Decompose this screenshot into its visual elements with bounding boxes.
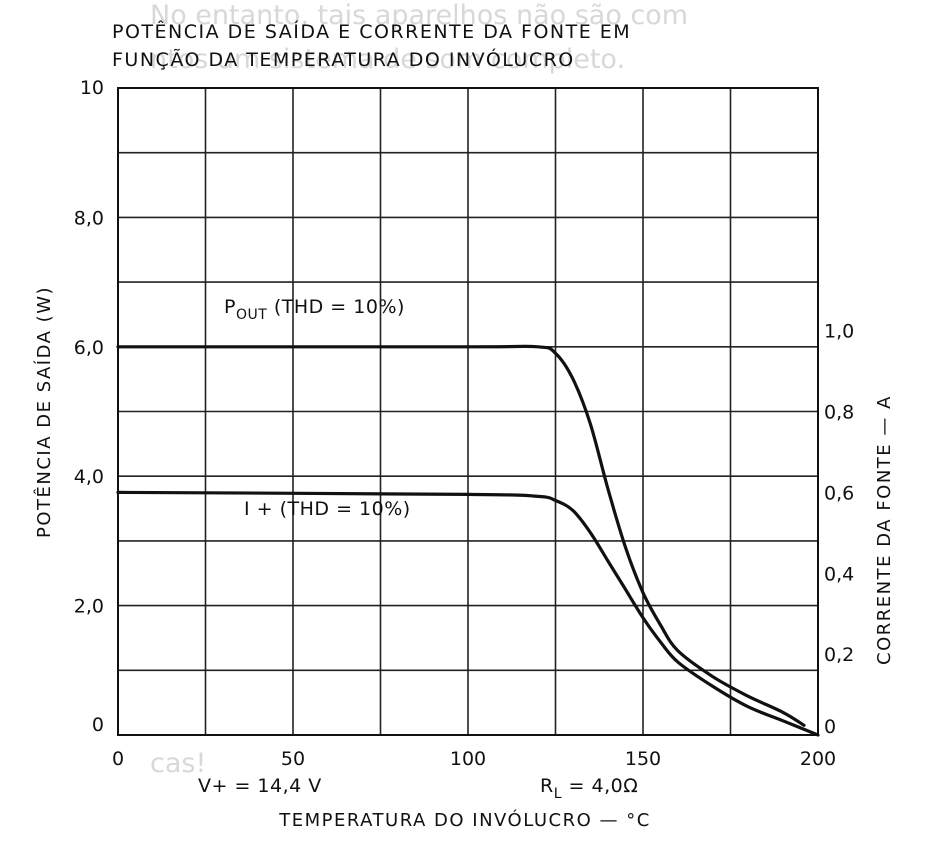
series	[116, 344, 820, 737]
load-label-r: R	[540, 775, 554, 797]
y-axis-left-label: POTÊNCIA DE SAÍDA (W)	[33, 286, 55, 538]
y-axis-right-label: CORRENTE DA FONTE — A	[874, 395, 895, 665]
y-left-tick-label: 6,0	[74, 337, 104, 359]
x-tick-label: 150	[625, 748, 661, 770]
y-left-tick-label: 2,0	[74, 596, 104, 618]
y-right-tick-label: 0	[824, 716, 836, 738]
tick-labels: 0 50 100 150 20002,04,06,08,01000,20,40,60,8…	[74, 77, 854, 770]
series-label-pout: POUT (THD = 10%)	[224, 296, 405, 323]
plot-frame	[117, 87, 819, 736]
background-text-line: cas!	[150, 748, 206, 779]
y-left-tick-label: 0	[92, 714, 104, 736]
annotation-load: RL = 4,0Ω	[540, 775, 638, 802]
chart-title-line-1: POTÊNCIA DE SAÍDA E CORRENTE DA FONTE EM	[112, 20, 631, 43]
series-line-i-plus	[116, 490, 820, 737]
pout-label-sub: OUT	[236, 307, 267, 323]
x-tick-label: 200	[800, 748, 836, 770]
x-tick-label: 50	[281, 748, 305, 770]
x-axis-label: TEMPERATURA DO INVÓLUCRO — °C	[278, 809, 651, 831]
y-right-tick-label: 0,4	[824, 563, 854, 585]
y-left-tick-label: 8,0	[74, 207, 104, 229]
series-line-pout	[116, 344, 806, 727]
background-text-line: No entanto, tais aparelhos não são com	[150, 0, 688, 31]
y-left-tick-label: 10	[80, 77, 104, 99]
y-left-tick-label: 4,0	[74, 466, 104, 488]
pout-label-p: P	[224, 296, 236, 318]
x-tick-label: 0	[112, 748, 124, 770]
y-right-tick-label: 0,2	[824, 644, 854, 666]
grid	[118, 88, 818, 735]
chart-title-line-2: FUNÇÃO DA TEMPERATURA DO INVÓLUCRO	[112, 47, 575, 71]
y-right-tick-label: 0,6	[824, 482, 854, 504]
pout-label-rest: (THD = 10%)	[267, 296, 405, 318]
y-right-tick-label: 0,8	[824, 402, 854, 424]
load-label-sub: L	[554, 786, 562, 802]
chart-title: POTÊNCIA DE SAÍDA E CORRENTE DA FONTE EM…	[112, 20, 631, 71]
load-label-rest: = 4,0Ω	[562, 775, 638, 797]
background-text-line: ntos um sistema de som completo.	[150, 44, 625, 75]
annotation-voltage: V+ = 14,4 V	[198, 775, 322, 797]
x-tick-label: 100	[450, 748, 486, 770]
y-right-tick-label: 1,0	[824, 321, 854, 343]
series-label-i-plus: I + (THD = 10%)	[244, 498, 411, 520]
